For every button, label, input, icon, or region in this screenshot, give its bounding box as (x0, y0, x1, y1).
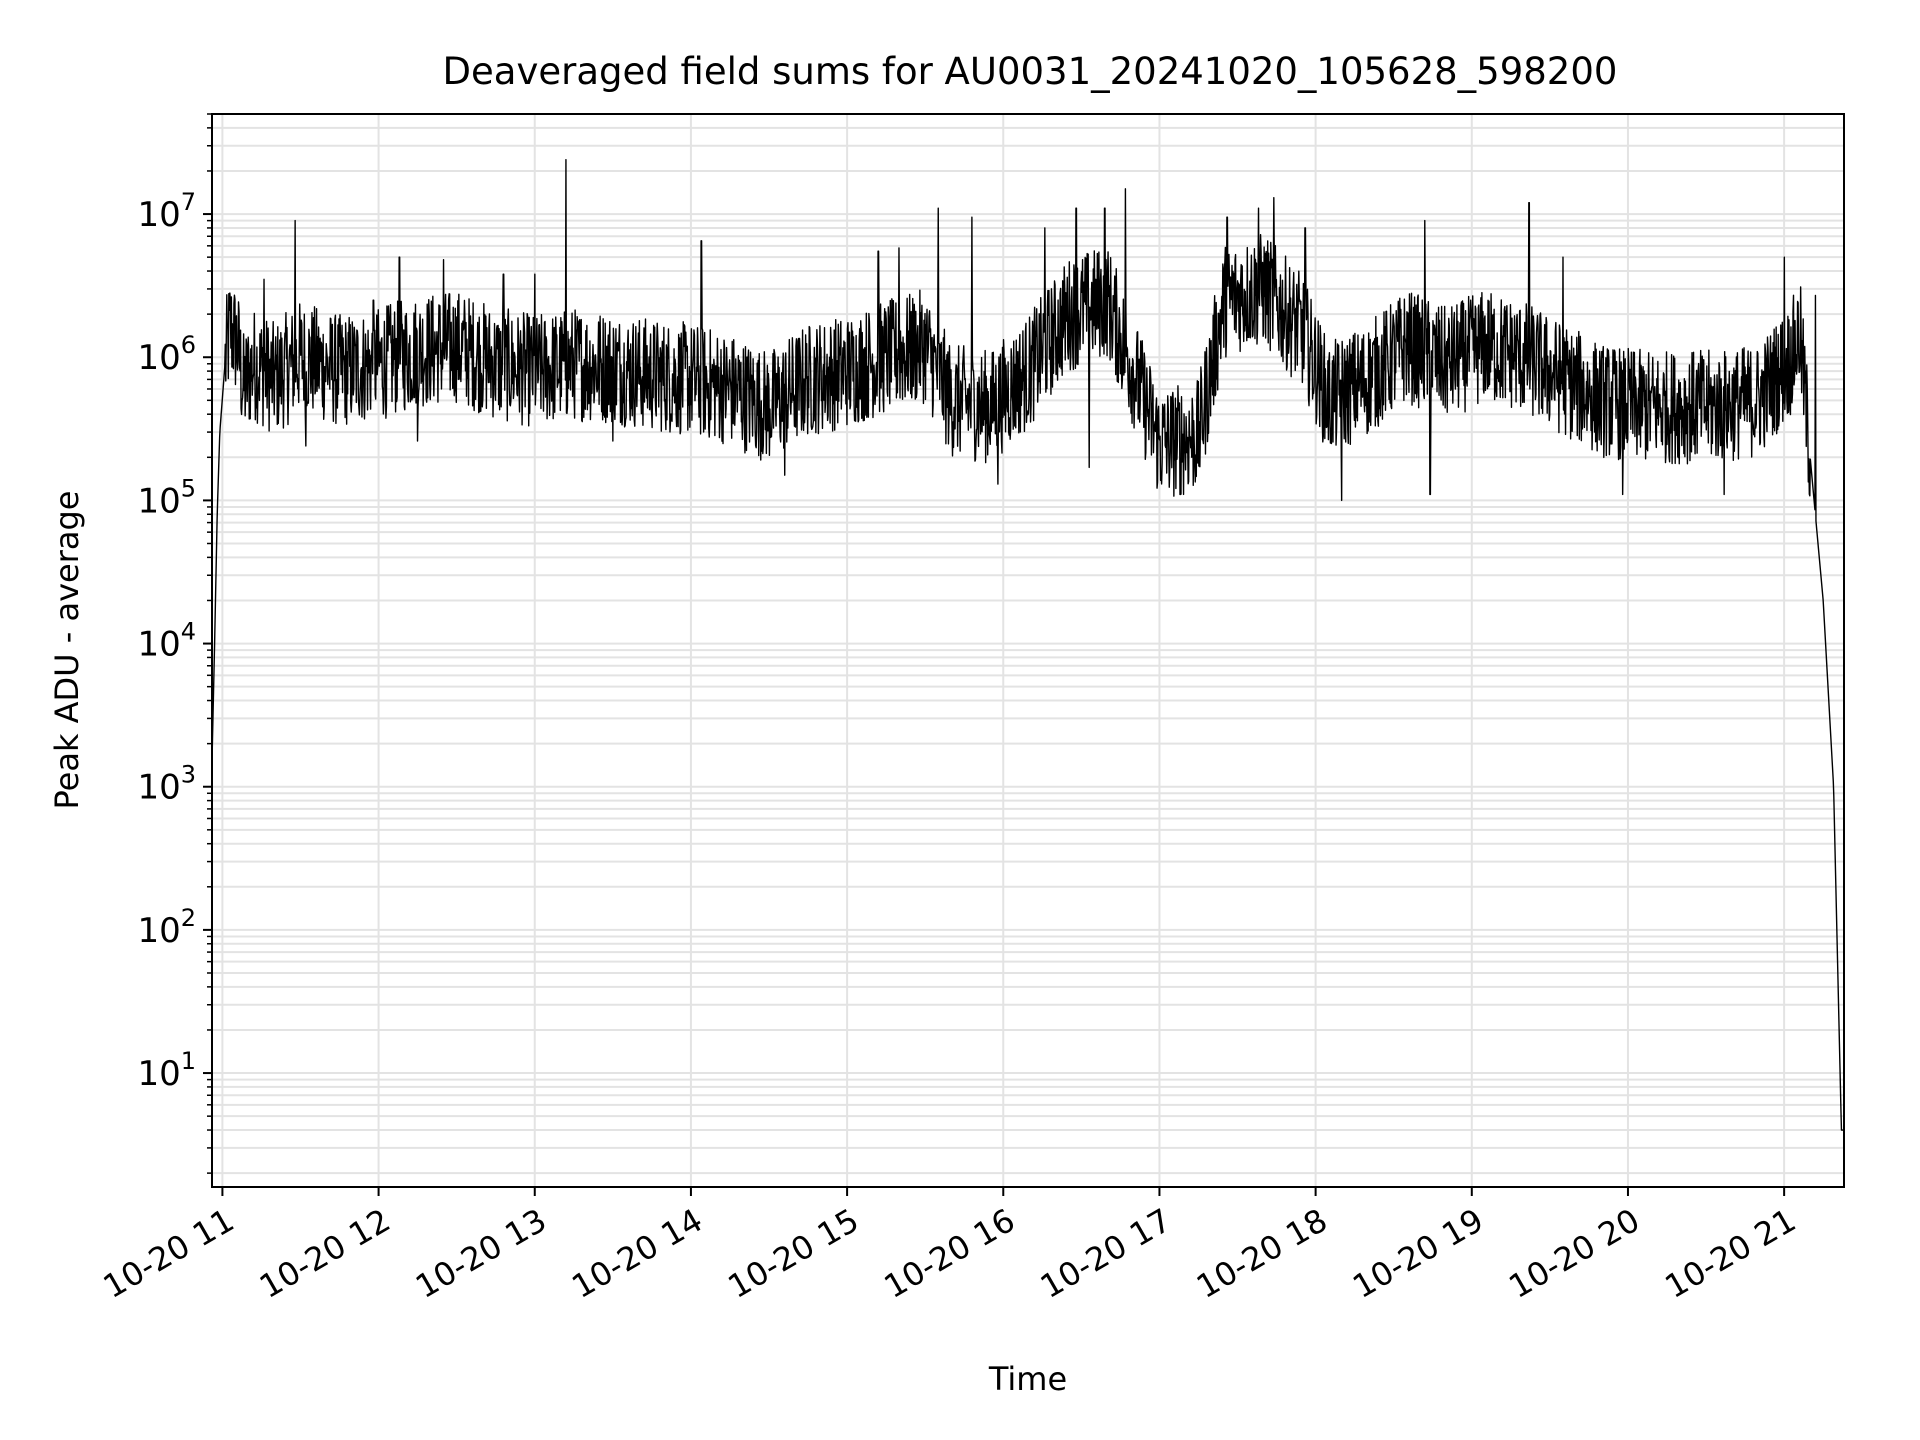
y-tick-exponent: 1 (181, 1047, 196, 1075)
series-line (211, 158, 1845, 1131)
y-tick-base: 10 (137, 768, 180, 808)
y-tick-label: 105 (137, 474, 196, 521)
y-tick-label: 102 (137, 904, 196, 951)
x-axis-label: Time (988, 1360, 1067, 1398)
data-series (211, 158, 1845, 1131)
y-tick-label: 101 (137, 1047, 196, 1094)
y-tick-label: 104 (137, 618, 196, 665)
y-tick-label: 103 (137, 761, 196, 808)
y-tick-label: 107 (137, 188, 196, 235)
y-tick-exponent: 6 (181, 331, 196, 359)
y-tick-exponent: 3 (181, 761, 196, 789)
y-tick-exponent: 2 (181, 904, 196, 932)
y-tick-base: 10 (137, 338, 180, 378)
y-tick-exponent: 4 (181, 618, 196, 646)
y-tick-base: 10 (137, 195, 180, 235)
y-tick-exponent: 5 (181, 474, 196, 502)
chart-title: Deaveraged field sums for AU0031_2024102… (443, 50, 1618, 93)
y-tick-base: 10 (137, 1054, 180, 1094)
y-tick-base: 10 (137, 625, 180, 665)
y-tick-label: 106 (137, 331, 196, 378)
y-tick-base: 10 (137, 481, 180, 521)
y-tick-exponent: 7 (181, 188, 196, 216)
y-tick-base: 10 (137, 911, 180, 951)
y-axis-label: Peak ADU - average (48, 491, 86, 810)
